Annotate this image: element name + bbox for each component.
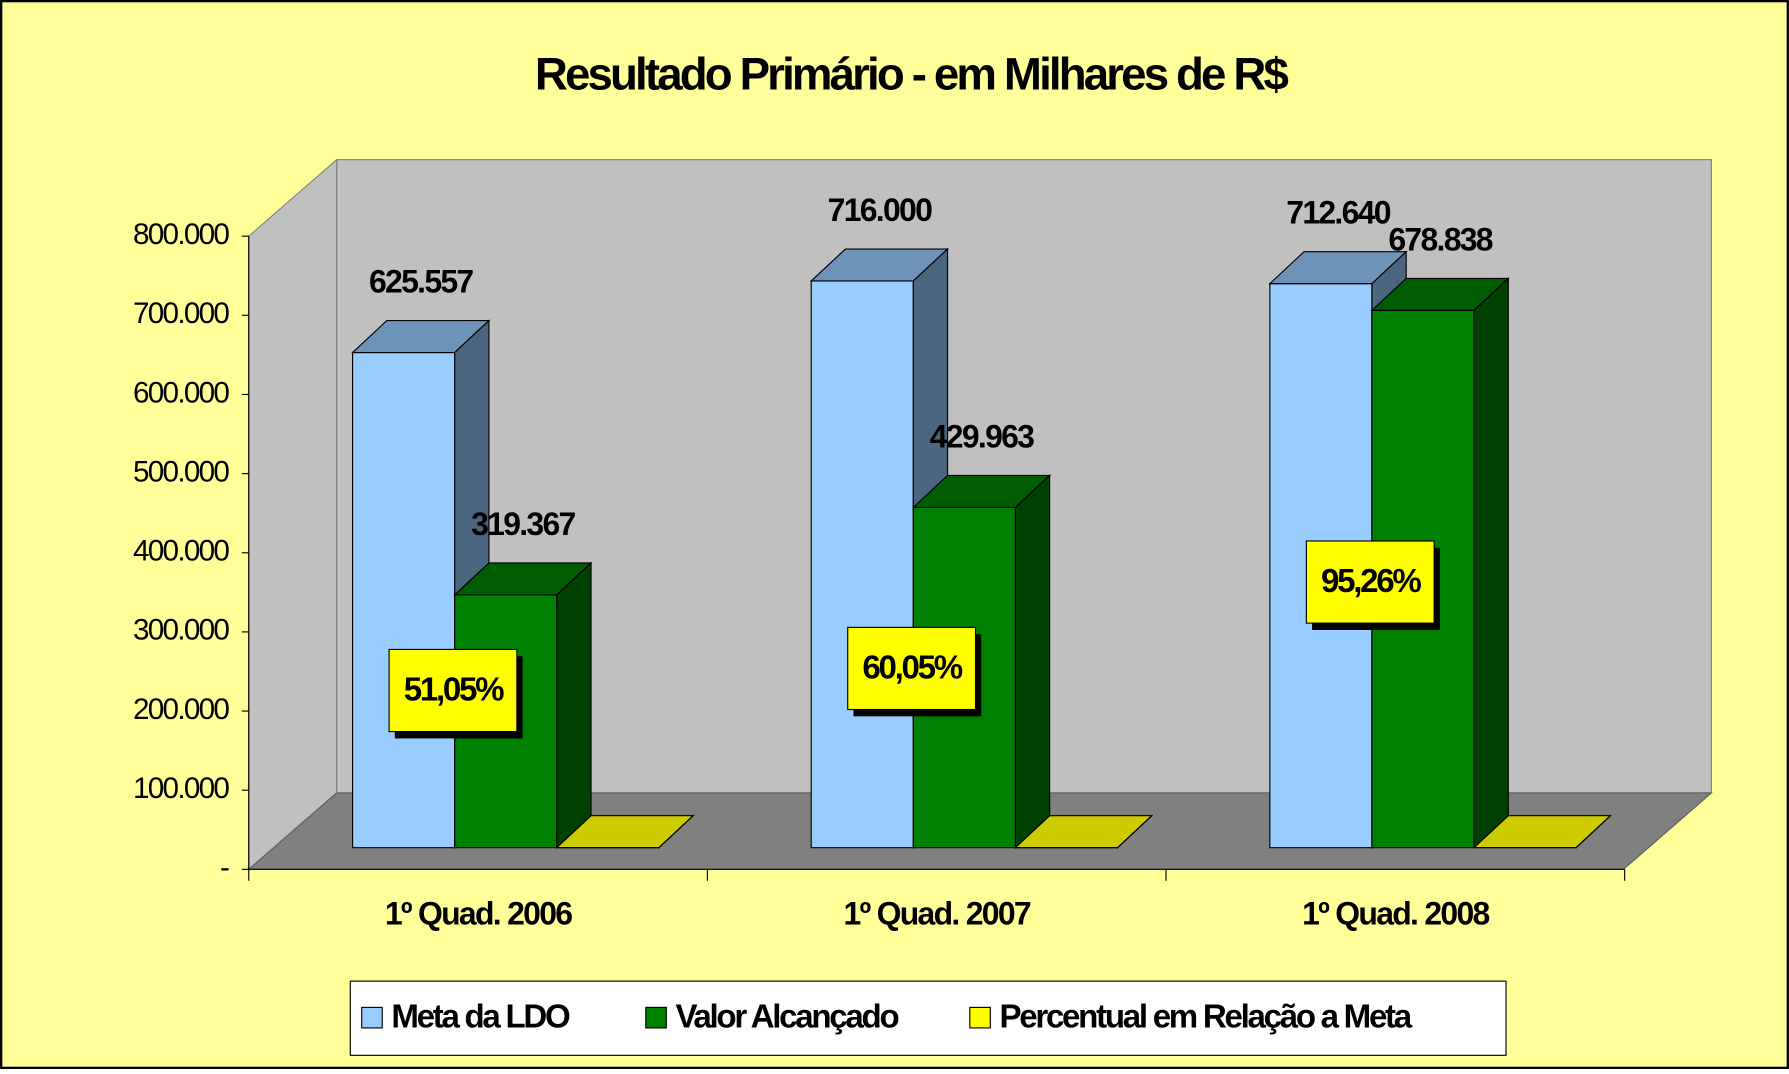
data-label: 716.000 [828,192,932,228]
y-tick-label: 100.000 [133,772,229,805]
y-tick-label: 800.000 [133,218,229,251]
legend-swatch [646,1007,667,1028]
legend-label: Valor Alcançado [675,999,898,1036]
data-label: 319.367 [471,506,575,542]
y-tick-label: 200.000 [133,693,229,726]
bar-side [1015,475,1049,847]
bar-side [557,563,591,848]
x-tick-label: 1º Quad. 2008 [1302,896,1489,932]
data-label: 712.640 [1286,195,1390,231]
y-tick-label: 600.000 [133,376,229,409]
bar-front [811,281,913,848]
data-label: 51,05% [404,671,504,708]
x-tick-label: 1º Quad. 2006 [385,896,572,932]
legend-label: Meta da LDO [391,999,570,1036]
legend-swatch [970,1007,991,1028]
bar-side [1474,278,1508,847]
y-tick-label: 500.000 [133,455,229,488]
data-label: 95,26% [1321,563,1421,600]
y-tick-label: 300.000 [133,614,229,647]
legend-label: Percentual em Relação a Meta [999,999,1412,1036]
x-tick-label: 1º Quad. 2007 [843,896,1030,932]
y-tick-label: 400.000 [133,535,229,568]
data-label: 678.838 [1388,221,1492,257]
side-wall [249,160,337,870]
chart-title: Resultado Primário - em Milhares de R$ [535,49,1289,100]
y-tick-label: 700.000 [133,297,229,330]
legend-swatch [362,1007,383,1028]
data-label: 60,05% [862,649,962,686]
data-label: 625.557 [369,264,473,300]
bar-front [353,353,455,848]
y-tick-label: - [220,851,229,884]
data-label: 429.963 [930,418,1034,454]
